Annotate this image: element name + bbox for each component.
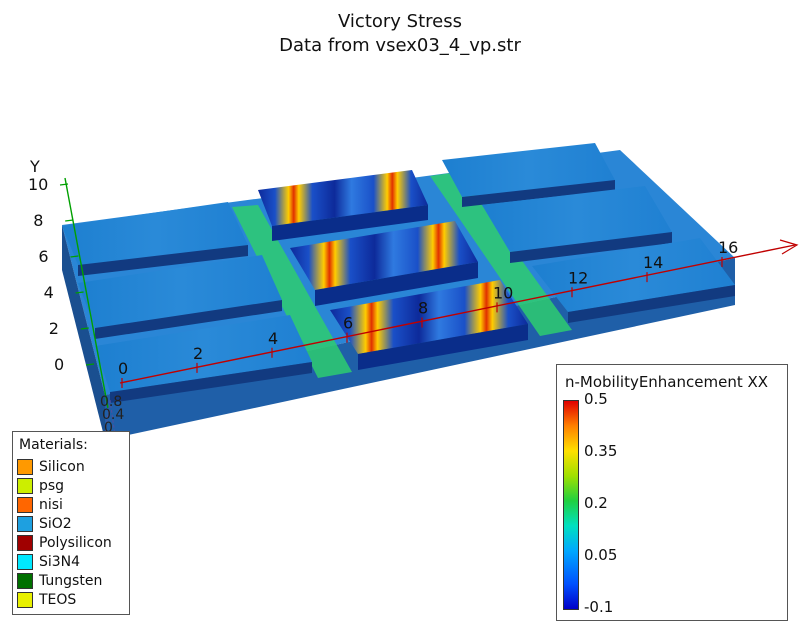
material-label: Polysilicon (39, 534, 112, 551)
colorbar-tick-label: -0.1 (584, 598, 614, 616)
colorbar-tick-label: 0.5 (584, 390, 608, 408)
material-label: psg (39, 477, 65, 494)
x-tick-label: 16 (718, 238, 738, 257)
x-tick-label: 2 (193, 344, 203, 363)
material-label: Tungsten (39, 572, 103, 589)
material-item: nisi (17, 495, 129, 514)
material-swatch (17, 458, 33, 475)
colorbar-gradient (563, 400, 579, 610)
y-tick-label: 2 (49, 319, 59, 338)
y-tick-label: 0 (54, 355, 64, 374)
material-label: TEOS (39, 591, 77, 608)
material-item: Polysilicon (17, 533, 129, 552)
x-tick-label: 6 (343, 314, 353, 333)
material-item: Si3N4 (17, 552, 129, 571)
material-swatch (17, 515, 33, 532)
colorbar-title: n-MobilityEnhancement XX (565, 373, 769, 391)
y-tick-mark (75, 291, 84, 294)
colorbar-legend: n-MobilityEnhancement XX 0.5 0.35 0.2 0.05 -… (556, 364, 788, 621)
x-tick-label: 0 (118, 359, 128, 378)
y-tick-label: 10 (28, 175, 48, 194)
y-axis: Y 10 8 6 4 2 0 (28, 157, 109, 409)
y-tick-label: 4 (44, 283, 54, 302)
material-swatch (17, 591, 33, 608)
z-axis: 0.80.40 (94, 394, 126, 506)
y-tick-mark (59, 183, 69, 186)
y-tick-mark (65, 219, 74, 222)
y-tick-label: 6 (38, 247, 48, 266)
material-label: nisi (39, 496, 63, 513)
material-label: Si3N4 (39, 553, 81, 570)
material-swatch (17, 477, 33, 494)
materials-legend-title: Materials: (19, 437, 88, 453)
left-oxide-blocks (62, 202, 312, 403)
gate-stripe-blocks (258, 170, 528, 370)
material-label: Silicon (39, 458, 85, 475)
material-swatch (17, 553, 33, 570)
z-tick-label: 0.4 (102, 407, 124, 423)
spacer-strips (232, 172, 572, 378)
material-item: SiO2 (17, 514, 129, 533)
x-tick-label: 10 (493, 283, 513, 302)
material-swatch (17, 496, 33, 513)
plot-title: Victory Stress (338, 11, 462, 32)
y-tick-mark (80, 327, 89, 330)
material-item: Silicon (17, 457, 129, 476)
materials-legend: Materials: Silicon psg nisi SiO2 Polysilicon… (12, 431, 130, 615)
material-swatch (17, 572, 33, 589)
material-swatch (17, 534, 33, 551)
colorbar-tick-label: 0.05 (584, 546, 618, 564)
z-tick-label: 0.8 (100, 394, 122, 410)
y-tick-mark (85, 363, 95, 366)
material-item: TEOS (17, 590, 129, 609)
x-tick-label: 8 (418, 299, 428, 318)
colorbar-tick-label: 0.2 (584, 494, 608, 512)
x-tick-label: 12 (568, 268, 588, 287)
z-tick-label: 0 (104, 420, 113, 436)
plot-title-block: Victory Stress Data from vsex03_4_vp.str (0, 10, 800, 58)
x-tick-label: 14 (643, 253, 663, 272)
plot-subtitle: Data from vsex03_4_vp.str (279, 35, 521, 56)
colorbar-tick-label: 0.35 (584, 442, 618, 460)
y-tick-label: 8 (33, 211, 43, 230)
y-axis-label: Y (29, 157, 40, 176)
material-item: Tungsten (17, 571, 129, 590)
x-tick-label: 4 (268, 329, 278, 348)
right-oxide-blocks (442, 143, 735, 323)
y-tick-mark (70, 255, 79, 258)
x-axis: 0 2 4 6 8 10 12 14 16 (118, 238, 799, 388)
material-item: psg (17, 476, 129, 495)
material-label: SiO2 (39, 515, 72, 532)
